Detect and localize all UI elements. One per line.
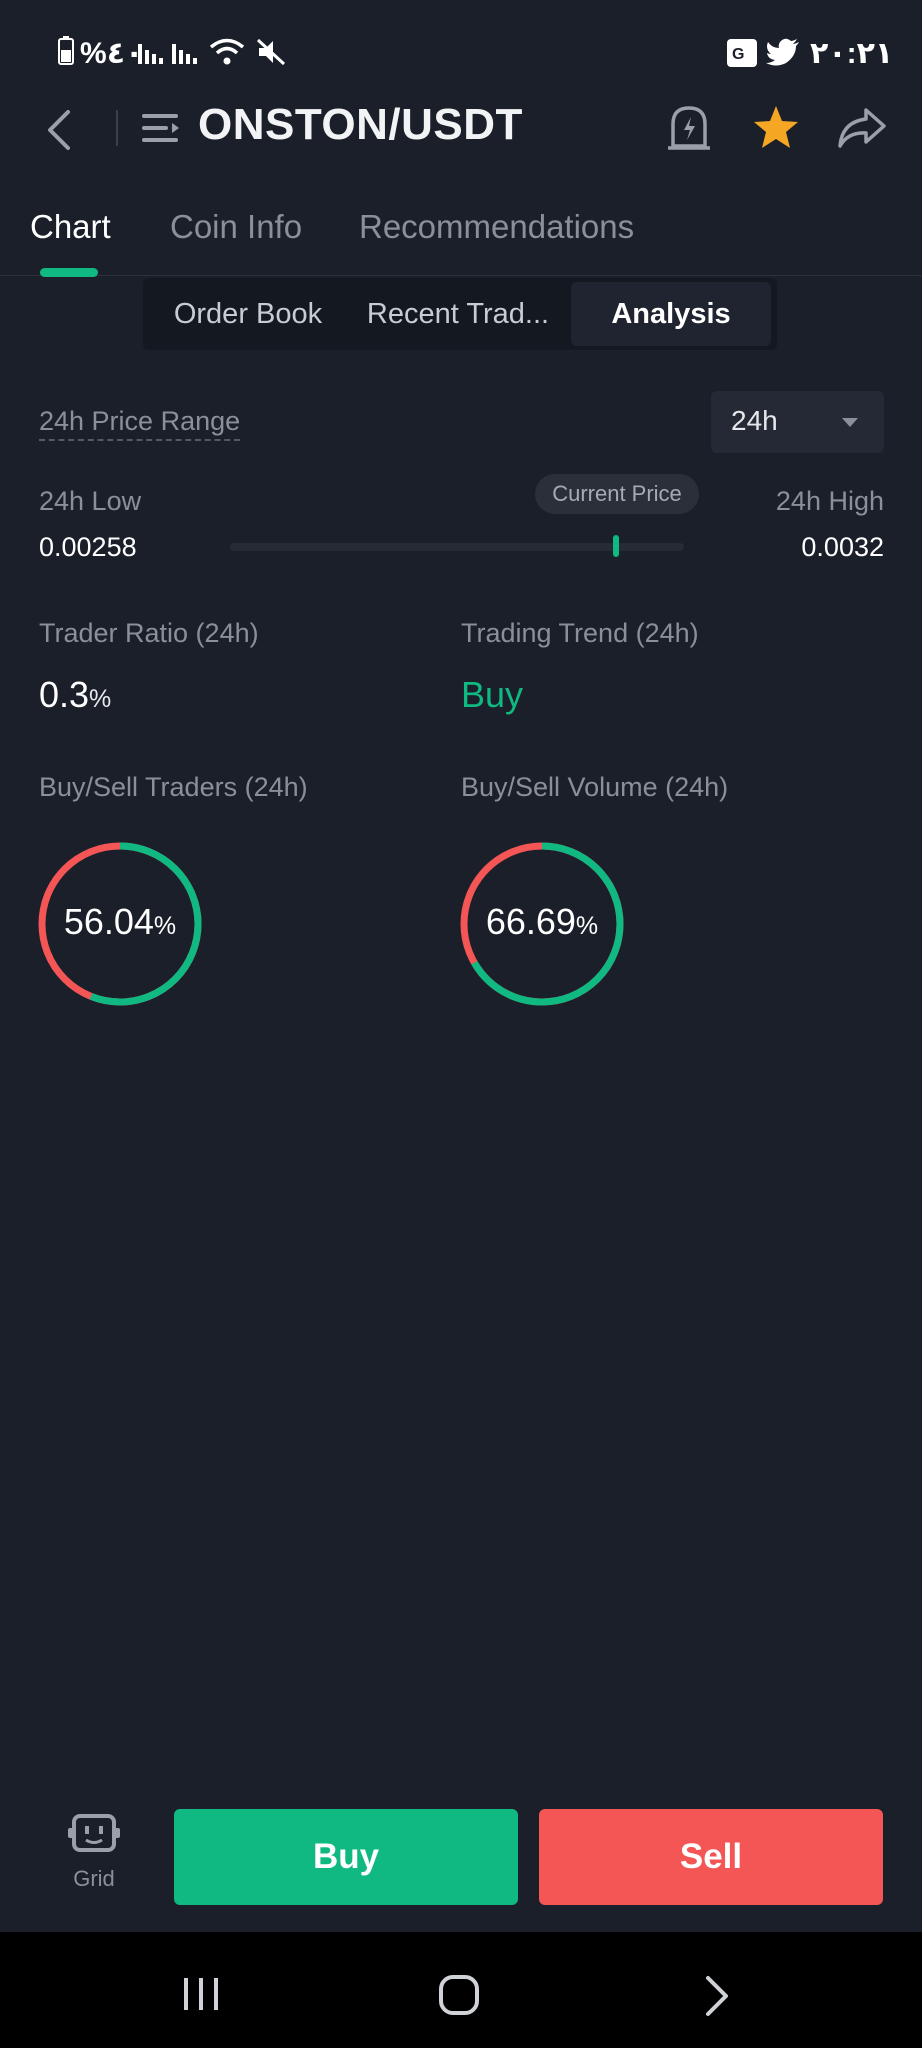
share-icon[interactable]	[836, 106, 888, 150]
current-price-label: Current Price	[552, 481, 682, 506]
trading-trend-value: Buy	[461, 674, 524, 715]
star-icon[interactable]	[752, 104, 800, 150]
pair-title[interactable]: ONSTON/USDT	[198, 100, 523, 149]
low-label: 24h Low	[39, 486, 142, 516]
grid-bot-icon	[68, 1814, 120, 1852]
volume-donut-value: 66.69%	[459, 901, 625, 943]
recent-apps-icon[interactable]	[180, 1976, 222, 2012]
period-selected: 24h	[731, 405, 778, 436]
chevron-down-icon	[842, 418, 858, 427]
trader-ratio-value: 0.3	[39, 674, 90, 715]
sell-button[interactable]: Sell	[539, 1809, 883, 1905]
tabs-divider	[0, 275, 922, 276]
high-label: 24h High	[775, 486, 884, 516]
signal-icon	[138, 44, 197, 64]
status-bar: %٤٠ G ٢٠:٢١	[0, 0, 922, 100]
sub-tabs: Order Book Recent Trad... Analysis	[143, 278, 777, 350]
buy-button[interactable]: Buy	[174, 1809, 518, 1905]
trader-ratio-unit: %	[89, 685, 112, 713]
buy-sell-volume-donut: 66.69%	[459, 841, 625, 1007]
battery-icon	[58, 36, 74, 65]
home-icon[interactable]	[438, 1974, 480, 2016]
current-price-marker	[612, 535, 619, 557]
grid-button[interactable]: Grid	[58, 1812, 130, 1892]
battery-percent: %٤٠	[80, 37, 144, 70]
low-value: 0.00258	[39, 532, 137, 562]
high-value: 0.0032	[801, 532, 884, 562]
buy-sell-traders-label: Buy/Sell Traders (24h)	[39, 772, 308, 802]
svg-text:G: G	[732, 46, 744, 63]
status-time: ٢٠:٢١	[810, 37, 894, 70]
traders-pct-unit: %	[153, 912, 177, 940]
period-dropdown[interactable]: 24h	[711, 391, 884, 453]
current-price-tag: Current Price	[535, 474, 699, 514]
buy-sell-traders-donut: 56.04%	[37, 841, 203, 1007]
translate-icon: G	[727, 39, 757, 67]
segment-recent-trades[interactable]: Recent Trad...	[366, 298, 550, 330]
alert-icon[interactable]	[666, 104, 712, 152]
volume-pct-unit: %	[575, 912, 599, 940]
tab-chart[interactable]: Chart	[30, 208, 111, 245]
mute-icon	[256, 38, 286, 66]
volume-buy-arc	[460, 842, 624, 1006]
traders-donut-svg	[38, 842, 202, 1006]
price-range-track	[230, 543, 684, 551]
buy-sell-volume-label: Buy/Sell Volume (24h)	[461, 772, 729, 802]
trader-ratio: 0.3%	[39, 674, 111, 716]
trading-trend-label: Trading Trend (24h)	[461, 618, 699, 648]
traders-pct: 56.04	[63, 901, 154, 942]
grid-label: Grid	[73, 1866, 115, 1891]
header-divider	[116, 110, 118, 146]
menu-icon[interactable]	[142, 110, 182, 146]
segment-analysis[interactable]: Analysis	[571, 282, 771, 346]
back-icon[interactable]	[44, 108, 74, 152]
wifi-icon	[209, 38, 245, 65]
price-range-title[interactable]: 24h Price Range	[39, 406, 241, 441]
traders-donut-value: 56.04%	[37, 901, 203, 943]
segment-order-book[interactable]: Order Book	[173, 298, 323, 330]
traders-buy-arc	[38, 842, 202, 1006]
trader-ratio-label: Trader Ratio (24h)	[39, 618, 259, 648]
tab-coin-info[interactable]: Coin Info	[170, 208, 303, 245]
volume-pct: 66.69	[485, 901, 576, 942]
back-nav-icon[interactable]	[702, 1974, 732, 2018]
twitter-icon	[766, 38, 799, 66]
tab-active-indicator	[40, 268, 98, 277]
tab-recommendations[interactable]: Recommendations	[359, 208, 635, 245]
system-nav-bar	[0, 1932, 922, 2048]
volume-donut-svg	[460, 842, 624, 1006]
